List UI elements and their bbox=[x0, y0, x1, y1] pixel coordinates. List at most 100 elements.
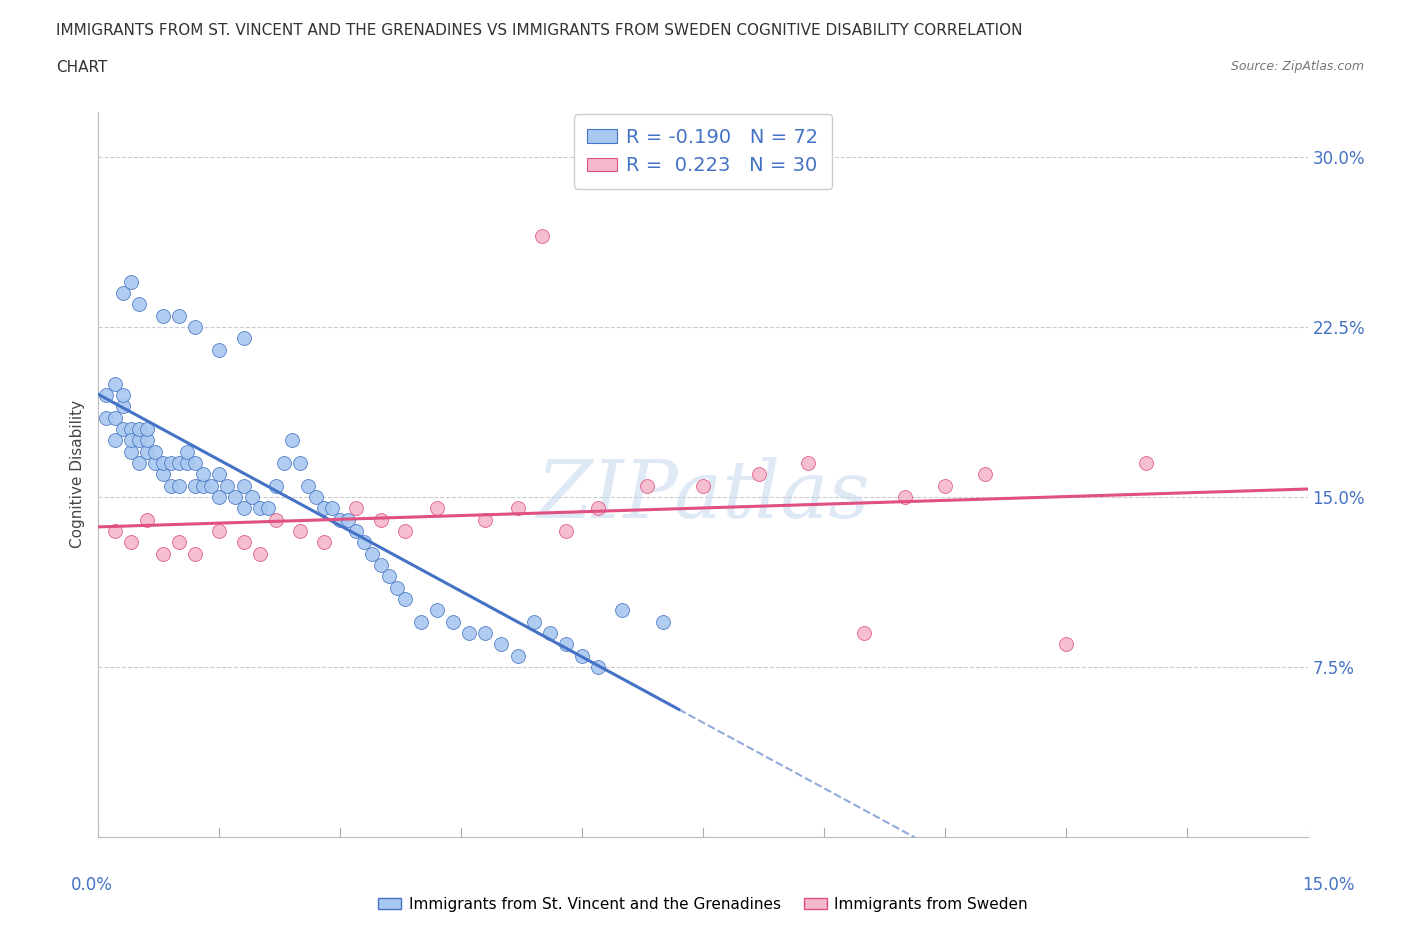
Legend: R = -0.190   N = 72, R =  0.223   N = 30: R = -0.190 N = 72, R = 0.223 N = 30 bbox=[574, 114, 832, 189]
Point bbox=[193, 478, 215, 493]
Point bbox=[353, 535, 375, 550]
Point bbox=[103, 376, 125, 391]
Point bbox=[111, 421, 134, 436]
Point bbox=[96, 410, 118, 425]
Point bbox=[538, 626, 561, 641]
Point bbox=[1054, 637, 1077, 652]
Point bbox=[152, 467, 174, 482]
Point bbox=[288, 456, 311, 471]
Point bbox=[458, 626, 481, 641]
Point bbox=[208, 489, 231, 504]
Y-axis label: Cognitive Disability: Cognitive Disability bbox=[69, 400, 84, 549]
Point bbox=[152, 456, 174, 471]
Point bbox=[586, 501, 609, 516]
Text: CHART: CHART bbox=[56, 60, 108, 75]
Point bbox=[96, 388, 118, 403]
Point bbox=[314, 535, 336, 550]
Point bbox=[143, 445, 166, 459]
Point bbox=[474, 626, 496, 641]
Point bbox=[111, 399, 134, 414]
Point bbox=[321, 501, 343, 516]
Point bbox=[344, 524, 367, 538]
Point bbox=[120, 421, 142, 436]
Point bbox=[143, 456, 166, 471]
Point bbox=[692, 478, 714, 493]
Point bbox=[135, 512, 157, 527]
Point bbox=[256, 501, 278, 516]
Point bbox=[797, 456, 820, 471]
Point bbox=[232, 501, 254, 516]
Point bbox=[555, 524, 578, 538]
Point bbox=[523, 614, 546, 629]
Legend: Immigrants from St. Vincent and the Grenadines, Immigrants from Sweden: Immigrants from St. Vincent and the Gren… bbox=[373, 891, 1033, 918]
Text: 0.0%: 0.0% bbox=[70, 876, 112, 895]
Text: ZIPatlas: ZIPatlas bbox=[536, 458, 870, 535]
Point bbox=[651, 614, 673, 629]
Point bbox=[893, 489, 915, 504]
Point bbox=[167, 478, 190, 493]
Point bbox=[176, 456, 198, 471]
Point bbox=[586, 659, 609, 674]
Point bbox=[370, 512, 392, 527]
Point bbox=[571, 648, 593, 663]
Point bbox=[184, 546, 207, 561]
Point bbox=[394, 524, 416, 538]
Point bbox=[249, 501, 271, 516]
Point bbox=[111, 286, 134, 300]
Point bbox=[103, 432, 125, 447]
Point bbox=[120, 445, 142, 459]
Point bbox=[200, 478, 222, 493]
Point bbox=[748, 467, 770, 482]
Point bbox=[377, 569, 399, 584]
Point bbox=[409, 614, 432, 629]
Point bbox=[167, 308, 190, 323]
Point bbox=[120, 274, 142, 289]
Point bbox=[506, 648, 529, 663]
Point bbox=[491, 637, 513, 652]
Point bbox=[128, 421, 150, 436]
Point bbox=[612, 603, 634, 618]
Point bbox=[152, 546, 174, 561]
Point bbox=[184, 320, 207, 335]
Point bbox=[474, 512, 496, 527]
Point bbox=[264, 512, 287, 527]
Point bbox=[120, 432, 142, 447]
Point bbox=[208, 467, 231, 482]
Point bbox=[208, 342, 231, 357]
Point bbox=[344, 501, 367, 516]
Point bbox=[636, 478, 658, 493]
Point bbox=[370, 558, 392, 573]
Point bbox=[184, 478, 207, 493]
Point bbox=[394, 591, 416, 606]
Point bbox=[208, 524, 231, 538]
Text: 15.0%: 15.0% bbox=[1302, 876, 1355, 895]
Point bbox=[128, 432, 150, 447]
Point bbox=[232, 535, 254, 550]
Point bbox=[152, 308, 174, 323]
Point bbox=[111, 388, 134, 403]
Point bbox=[530, 229, 553, 244]
Point bbox=[240, 489, 263, 504]
Point bbox=[426, 501, 449, 516]
Point bbox=[160, 456, 183, 471]
Point bbox=[217, 478, 239, 493]
Point bbox=[337, 512, 360, 527]
Point bbox=[264, 478, 287, 493]
Point bbox=[128, 456, 150, 471]
Point bbox=[297, 478, 319, 493]
Point bbox=[232, 478, 254, 493]
Point bbox=[361, 546, 384, 561]
Point bbox=[1135, 456, 1157, 471]
Point bbox=[103, 524, 125, 538]
Point bbox=[224, 489, 246, 504]
Point bbox=[288, 524, 311, 538]
Point bbox=[120, 535, 142, 550]
Point bbox=[160, 478, 183, 493]
Point bbox=[506, 501, 529, 516]
Point bbox=[555, 637, 578, 652]
Point bbox=[167, 456, 190, 471]
Point bbox=[249, 546, 271, 561]
Point bbox=[232, 331, 254, 346]
Point bbox=[193, 467, 215, 482]
Point bbox=[167, 535, 190, 550]
